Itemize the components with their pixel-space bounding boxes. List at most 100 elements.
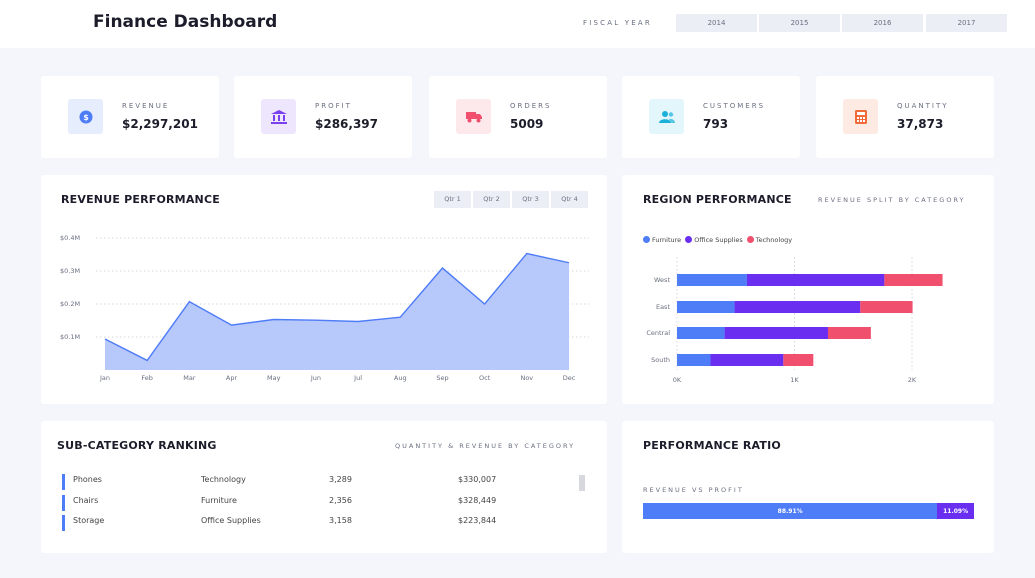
subcategory-ranking-panel: SUB-CATEGORY RANKING QUANTITY & REVENUE … (41, 421, 607, 553)
legend-label: Office Supplies (694, 236, 743, 244)
legend-dot (746, 236, 754, 243)
legend-item-furniture[interactable]: Furniture (643, 236, 681, 244)
category-name: Technology (201, 475, 246, 484)
year-button-2017[interactable]: 2017 (926, 14, 1007, 32)
x-tick-label: Jul (353, 374, 362, 382)
x-tick-label: Nov (520, 374, 533, 382)
x-tick-label: 2K (908, 376, 917, 384)
quantity-value: 2,356 (329, 496, 352, 505)
bar-segment (827, 327, 871, 339)
kpi-label: CUSTOMERS (703, 102, 766, 110)
area-fill (105, 253, 569, 370)
truck-icon (456, 99, 491, 134)
revenue-performance-panel: REVENUE PERFORMANCE Qtr 1 Qtr 2 Qtr 3 Qt… (41, 175, 607, 404)
quarter-button-1[interactable]: Qtr 1 (434, 191, 471, 208)
bar-segment (860, 301, 913, 313)
x-tick-label: Jun (310, 374, 321, 382)
subcategory-name: Chairs (73, 496, 99, 505)
kpi-card-customers: CUSTOMERS 793 (622, 76, 800, 158)
table-row[interactable]: Phones Technology 3,289 $330,007 (62, 474, 592, 490)
kpi-label: QUANTITY (897, 102, 949, 110)
bar-segment (677, 301, 735, 313)
panel-title: REVENUE PERFORMANCE (61, 193, 220, 206)
row-indicator (62, 474, 65, 490)
x-tick-label: Jan (99, 374, 110, 382)
y-tick-label: South (651, 356, 670, 364)
top-bar: Finance Dashboard FISCAL YEAR 2014 2015 … (0, 0, 1035, 48)
quarter-button-3[interactable]: Qtr 3 (512, 191, 549, 208)
fiscal-year-label: FISCAL YEAR (583, 19, 652, 27)
area-line (104, 252, 570, 362)
users-icon (649, 99, 684, 134)
page-title: Finance Dashboard (93, 12, 278, 32)
x-tick-label: Dec (563, 374, 576, 382)
kpi-card-revenue: $ REVENUE $2,297,201 (41, 76, 219, 158)
y-tick-label: West (654, 276, 670, 284)
kpi-card-profit: PROFIT $286,397 (234, 76, 412, 158)
quantity-value: 3,158 (329, 516, 352, 525)
scrollbar-thumb[interactable] (579, 475, 585, 491)
revenue-value: $328,449 (458, 496, 497, 505)
panel-subtitle: QUANTITY & REVENUE BY CATEGORY (395, 442, 576, 450)
legend-dot (643, 236, 650, 243)
quarter-button-4[interactable]: Qtr 4 (551, 191, 588, 208)
bar-segment (677, 274, 747, 286)
dollar-icon: $ (68, 99, 103, 134)
legend-item-technology[interactable]: Technology (746, 236, 793, 244)
panel-subtitle: REVENUE VS PROFIT (643, 486, 744, 494)
x-tick-label: Oct (479, 374, 491, 382)
legend-label: Technology (755, 236, 793, 244)
bar-segment (724, 327, 828, 339)
x-tick-label: Feb (141, 374, 153, 382)
y-tick-label: Central (646, 329, 670, 337)
bar-segment (677, 327, 725, 339)
panel-title: SUB-CATEGORY RANKING (57, 439, 217, 452)
kpi-value: $2,297,201 (122, 117, 198, 131)
table-row[interactable]: Chairs Furniture 2,356 $328,449 (62, 495, 592, 511)
kpi-card-orders: ORDERS 5009 (429, 76, 607, 158)
kpi-label: PROFIT (315, 102, 352, 110)
y-tick-label: $0.1M (60, 333, 80, 341)
kpi-label: ORDERS (510, 102, 552, 110)
kpi-value: 5009 (510, 117, 544, 131)
region-performance-panel: REGION PERFORMANCE REVENUE SPLIT BY CATE… (622, 175, 994, 404)
bar-segment (734, 301, 861, 313)
revenue-area-chart: $0.1M $0.2M $0.3M $0.4M Jan Feb Mar Apr May Jun Ju… (60, 234, 589, 382)
revenue-value: $330,007 (458, 475, 497, 484)
quantity-value: 3,289 (329, 475, 352, 484)
bar-segment (783, 354, 814, 366)
panel-title: REGION PERFORMANCE (643, 193, 792, 206)
x-tick-label: 0K (673, 376, 682, 384)
svg-text:$: $ (83, 113, 89, 122)
revenue-value: $223,844 (458, 516, 497, 525)
bar-segment (710, 354, 784, 366)
x-tick-label: May (267, 374, 281, 382)
year-button-2016[interactable]: 2016 (842, 14, 923, 32)
row-indicator (62, 515, 65, 531)
y-tick-label: $0.3M (60, 267, 80, 275)
category-name: Furniture (201, 496, 237, 505)
y-tick-label: $0.4M (60, 234, 80, 242)
x-tick-label: Aug (394, 374, 407, 382)
kpi-value: $286,397 (315, 117, 379, 131)
kpi-card-quantity: QUANTITY 37,873 (816, 76, 994, 158)
x-tick-label: Sep (436, 374, 448, 382)
legend-dot (685, 236, 693, 243)
ratio-segment-revenue[interactable]: 88.91% (643, 503, 938, 519)
year-button-2015[interactable]: 2015 (759, 14, 840, 32)
calculator-icon (843, 99, 878, 134)
panel-title: PERFORMANCE RATIO (643, 439, 781, 452)
ratio-segment-profit[interactable]: 11.09% (937, 503, 974, 519)
region-bar-chart: 0K 1K 2K West East Central South (646, 257, 943, 384)
legend-label: Furniture (652, 236, 682, 244)
y-tick-label: $0.2M (60, 300, 80, 308)
legend-item-office-supplies[interactable]: Office Supplies (685, 236, 743, 244)
bar-segment (884, 274, 943, 286)
performance-ratio-panel: PERFORMANCE RATIO REVENUE VS PROFIT 88.9… (622, 421, 994, 553)
chart-legend: Furniture Office Supplies Technology (643, 236, 792, 244)
quarter-button-2[interactable]: Qtr 2 (473, 191, 510, 208)
x-tick-label: Apr (226, 374, 238, 382)
row-indicator (62, 495, 65, 511)
table-row[interactable]: Storage Office Supplies 3,158 $223,844 (62, 515, 592, 531)
year-button-2014[interactable]: 2014 (676, 14, 757, 32)
